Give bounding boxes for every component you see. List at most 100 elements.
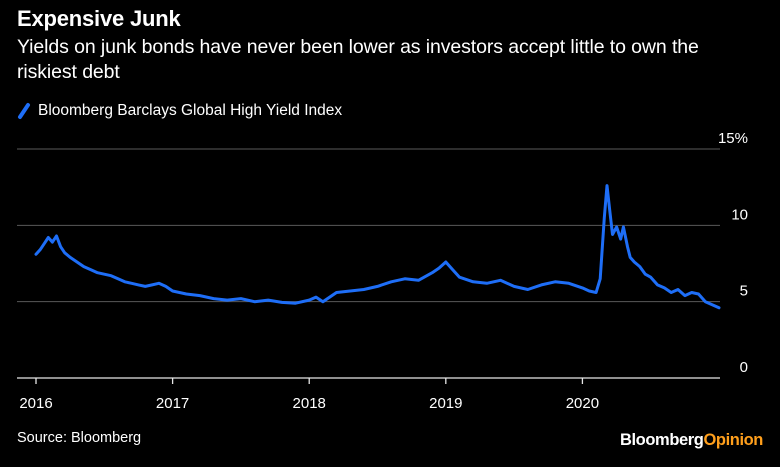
brand-logo-part1: Bloomberg (619, 431, 704, 449)
data-point (253, 300, 256, 303)
data-point (55, 235, 58, 237)
data-point (711, 303, 713, 306)
data-point (684, 294, 686, 297)
data-point (240, 297, 242, 300)
x-axis-tick-labels: 2016 2017 2018 2019 2020 (19, 395, 599, 412)
data-point (704, 300, 707, 303)
y-tick-label-10: 10 (731, 206, 748, 223)
data-point (35, 253, 37, 256)
x-tick-label-2016: 2016 (19, 395, 52, 412)
data-point (267, 299, 270, 301)
data-point (59, 245, 62, 248)
data-point (376, 285, 379, 288)
data-point (599, 278, 601, 280)
data-point (633, 261, 636, 263)
data-point (451, 268, 454, 271)
data-point (171, 290, 174, 292)
data-point (540, 284, 543, 286)
data-point (649, 276, 652, 279)
brand-logo-part2: Opinion (703, 431, 763, 449)
data-point (626, 245, 629, 248)
data-point (588, 290, 590, 292)
data-point (690, 291, 693, 294)
data-point (697, 293, 700, 295)
data-point (615, 226, 618, 228)
data-point (611, 233, 614, 236)
y-tick-label-5: 5 (740, 283, 748, 300)
data-point (212, 297, 215, 300)
data-point (677, 288, 679, 291)
legend: Bloomberg Barclays Global High Yield Ind… (17, 101, 342, 121)
data-point (670, 291, 672, 294)
x-tick-label-2018: 2018 (293, 395, 326, 412)
y-tick-label-15: 15% (718, 130, 748, 147)
data-point (281, 301, 283, 304)
data-point (124, 281, 126, 283)
data-point (144, 285, 147, 288)
data-point (486, 282, 488, 285)
data-point (554, 281, 556, 283)
data-point (499, 279, 502, 282)
data-point (619, 238, 622, 240)
data-point (63, 252, 66, 254)
brand-logo: BloombergOpinion (620, 431, 763, 450)
data-point (76, 261, 78, 263)
data-point (581, 287, 584, 289)
data-point (335, 291, 338, 294)
data-point (117, 278, 119, 280)
data-point (137, 284, 140, 286)
data-point (404, 278, 406, 280)
data-point (718, 307, 720, 309)
x-tick-label-2017: 2017 (156, 395, 189, 412)
data-point (322, 300, 324, 303)
data-point (185, 293, 188, 295)
data-point (431, 271, 434, 274)
source-note: Source: Bloomberg (17, 430, 142, 446)
series-line-0 (34, 184, 721, 310)
data-point (417, 279, 420, 282)
data-point (390, 281, 393, 283)
data-series (34, 184, 721, 310)
data-point (96, 271, 99, 274)
data-point (622, 226, 625, 228)
gridlines (17, 148, 720, 303)
data-point (89, 268, 92, 271)
y-axis-tick-labels: 0 5 10 15% (718, 130, 748, 376)
data-point (639, 265, 641, 268)
data-point (438, 267, 440, 269)
data-point (47, 236, 50, 239)
data-point (656, 284, 659, 286)
data-point (595, 291, 597, 294)
data-point (130, 282, 133, 285)
data-point (513, 285, 515, 288)
data-point (43, 242, 45, 245)
chart-title: Expensive Junk (17, 6, 181, 31)
data-point (603, 216, 606, 219)
chart-subtitle: Yields on junk bonds have never been low… (17, 36, 699, 83)
data-point (458, 276, 461, 279)
x-axis (17, 377, 720, 384)
data-point (349, 290, 352, 292)
data-point (363, 288, 365, 291)
data-point (606, 184, 608, 187)
data-point (568, 282, 570, 285)
data-point (110, 274, 112, 277)
x-tick-label-2019: 2019 (429, 395, 462, 412)
data-point (103, 273, 106, 276)
data-point (644, 273, 647, 276)
data-point (308, 299, 311, 301)
data-point (663, 287, 666, 289)
data-point (629, 256, 631, 259)
data-point (226, 299, 228, 301)
data-point (445, 261, 447, 263)
data-point (83, 265, 85, 268)
data-point (294, 302, 297, 305)
y-tick-label-0: 0 (740, 359, 748, 376)
legend-label: Bloomberg Barclays Global High Yield Ind… (38, 102, 343, 119)
data-point (527, 288, 529, 291)
data-point (608, 209, 611, 211)
data-point (472, 281, 474, 283)
data-point (165, 285, 167, 288)
data-point (158, 282, 160, 285)
legend-swatch-icon (18, 103, 30, 119)
